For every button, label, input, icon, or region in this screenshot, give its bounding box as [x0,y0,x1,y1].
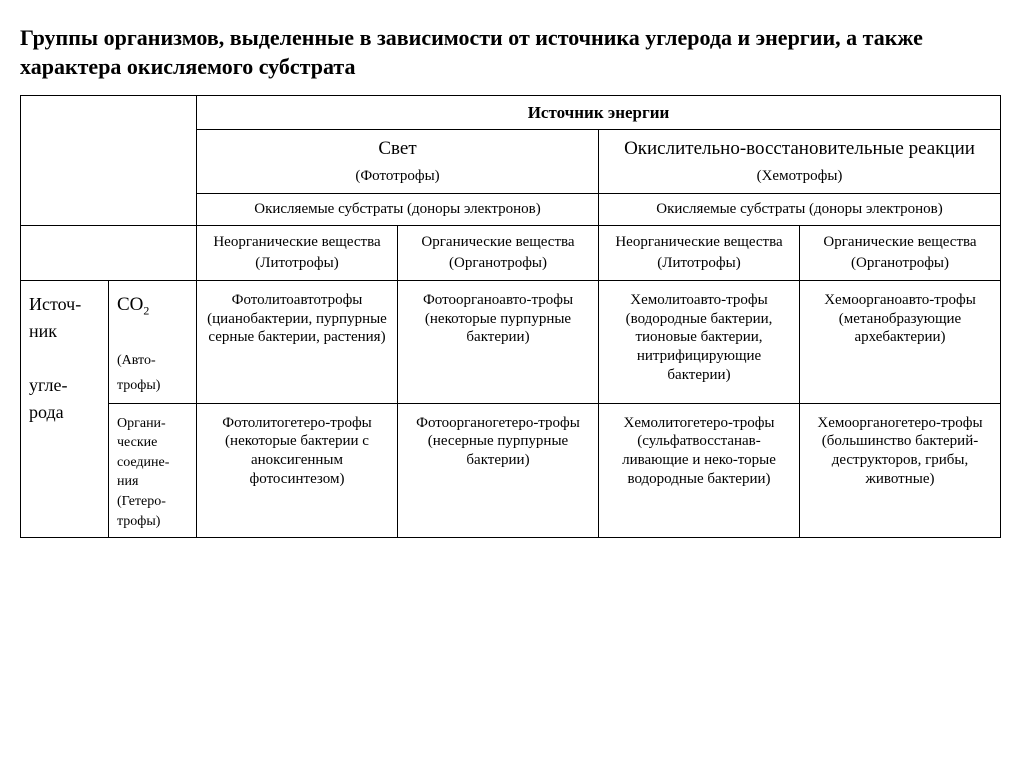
oxidized-substrates-left: Окисляемые субстраты (доноры электронов) [197,194,599,226]
cell-chemoorganoheterotroph: Хемоорганогетеро-трофы (большинство бакт… [800,403,1001,538]
inorganic-lito-1: Неорганические вещества (Литотрофы) [197,225,398,280]
cell-chemolithoautotroph: Хемолитоавто-трофы (водородные бактерии,… [599,280,800,403]
organic-organo-2: Органические вещества (Органотрофы) [800,225,1001,280]
carbon-source-label: Источ-ник угле-рода [21,280,109,537]
organic-heterotroph-label: Органи-ческие соедине-ния (Гетеро-трофы) [109,403,197,538]
cell-photolithoheterotroph: Фотолитогетеро-трофы (некоторые бактерии… [197,403,398,538]
organic-organo-1: Органические вещества (Органотрофы) [398,225,599,280]
inorganic-lito-2: Неорганические вещества (Литотрофы) [599,225,800,280]
light-header: Свет (Фототрофы) [197,130,599,194]
redox-header: Окислительно-восстановительные реакции (… [599,130,1001,194]
cell-photolithoautotroph: Фотолитоавтотрофы (цианобактерии, пурпур… [197,280,398,403]
page-title: Группы организмов, выделенные в зависимо… [20,24,1004,81]
header-blank [21,225,197,280]
oxidized-substrates-right: Окисляемые субстраты (доноры электронов) [599,194,1001,226]
cell-chemolithoheterotroph: Хемолитогетеро-трофы (сульфатвосстанав-л… [599,403,800,538]
energy-source-header: Источник энергии [197,96,1001,130]
cell-photoorganoheterotroph: Фотоорганогетеро-трофы (несерные пурпурн… [398,403,599,538]
cell-photoorganoautotroph: Фотоорганоавто-трофы (некоторые пурпурны… [398,280,599,403]
classification-table: Источник энергии Свет (Фототрофы) Окисли… [20,95,1001,538]
cell-chemoorganoautotroph: Хемоорганоавто-трофы (метанобразующие ар… [800,280,1001,403]
corner-blank [21,96,197,226]
co2-autotroph-label: CO2 (Авто-трофы) [109,280,197,403]
